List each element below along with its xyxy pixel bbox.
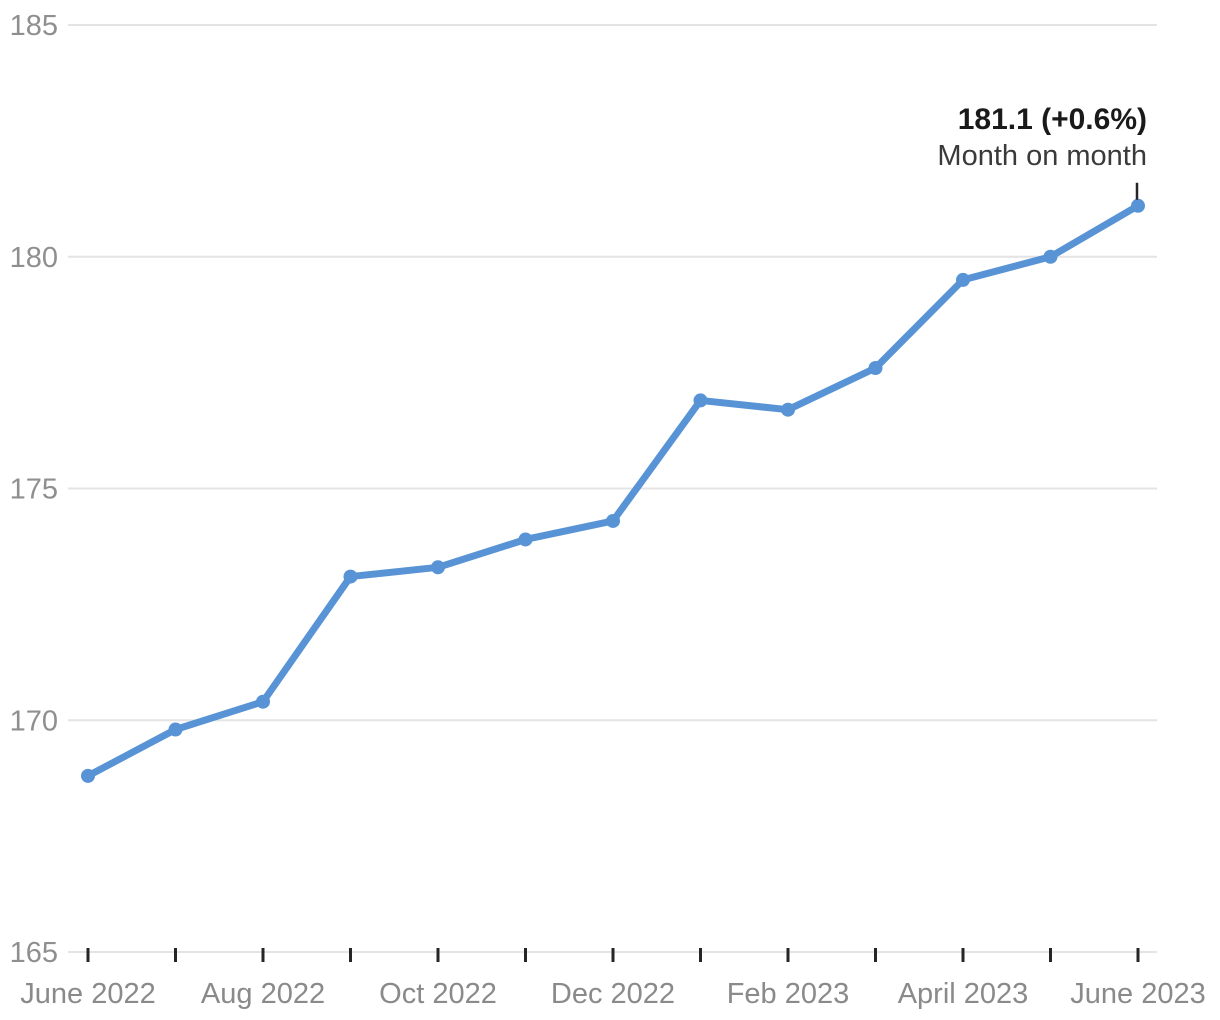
data-point [431,560,445,575]
y-axis-tick-label: 180 [10,242,58,274]
data-point [693,393,708,408]
data-point [518,532,533,547]
x-axis-tick-label: June 2023 [1070,978,1205,1010]
annotation-subtitle: Month on month [937,140,1147,172]
y-axis-tick-label: 175 [10,474,58,506]
annotation-value: 181.1 (+0.6%) [957,103,1147,136]
annotation: 181.1 (+0.6%) Month on month [937,101,1147,175]
x-axis-tick-label: Feb 2023 [727,978,850,1010]
data-point [256,694,270,709]
data-point [1131,198,1145,213]
x-axis-tick-label: Aug 2022 [201,978,325,1010]
y-axis-tick-label: 165 [10,937,58,969]
x-axis-tick-label: Oct 2022 [379,978,497,1010]
y-axis-tick-label: 185 [10,10,58,42]
x-axis-tick-label: April 2023 [898,978,1029,1010]
x-axis-tick-label: June 2022 [20,978,155,1010]
data-point [781,402,795,417]
data-point [81,768,95,783]
data-point [168,722,183,737]
x-axis-tick-label: Dec 2022 [551,978,675,1010]
series-line [84,202,1142,780]
data-point [868,360,883,375]
data-point [343,569,358,584]
data-point [606,513,620,528]
data-point [956,272,970,287]
y-axis-tick-label: 170 [10,705,58,737]
data-point [1043,249,1058,264]
